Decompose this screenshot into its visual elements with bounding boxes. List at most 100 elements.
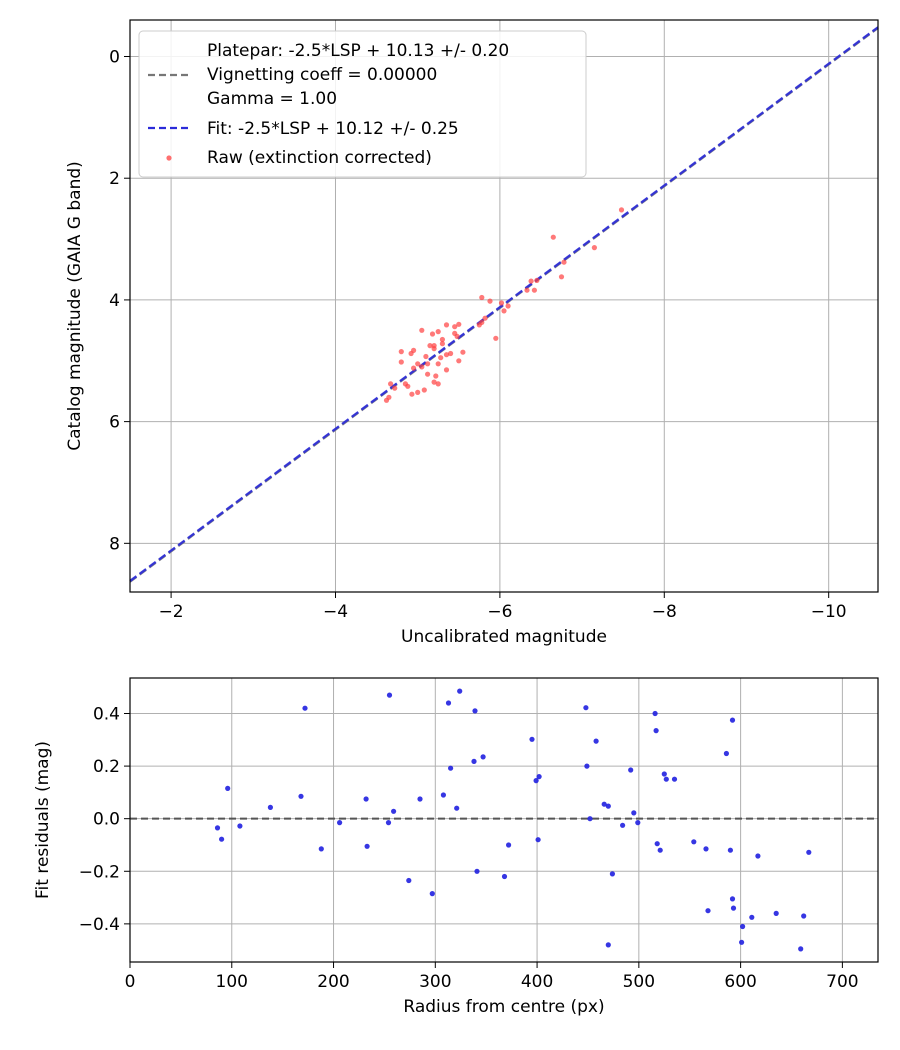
residual-point — [337, 820, 343, 826]
legend-fit-label: Fit: -2.5*LSP + 10.12 +/- 0.25 — [207, 119, 459, 139]
y-tick-label: 0 — [109, 48, 120, 68]
raw-star-point — [618, 207, 625, 213]
raw-star-point — [427, 343, 433, 349]
residual-point — [529, 736, 535, 742]
residual-point — [237, 823, 243, 829]
raw-star-point — [431, 343, 437, 349]
residual-point — [729, 896, 736, 902]
residual-point — [705, 908, 711, 914]
residual-point — [739, 939, 745, 945]
residual-point — [773, 910, 779, 917]
x-tick-label: −2 — [159, 602, 184, 622]
legend: Platepar: -2.5*LSP + 10.13 +/- 0.20 Vign… — [138, 30, 587, 178]
raw-star-point — [452, 324, 458, 330]
residual-point — [601, 801, 607, 807]
residual-point — [506, 842, 512, 848]
residual-point — [657, 847, 663, 853]
residual-point — [385, 820, 392, 826]
residual-point — [671, 776, 678, 782]
residual-point — [214, 825, 221, 831]
residual-point — [729, 717, 736, 723]
raw-star-point — [425, 361, 431, 367]
raw-star-point — [431, 379, 437, 385]
top-lines — [129, 26, 879, 583]
raw-star-point — [398, 349, 404, 355]
raw-star-point — [411, 365, 417, 371]
residual-point — [654, 841, 660, 847]
residual-point — [703, 846, 709, 852]
bottom-y-axis-label: Fit residuals (mag) — [33, 741, 53, 899]
residual-point — [480, 754, 486, 760]
residual-point — [298, 793, 304, 799]
residual-point — [652, 710, 658, 717]
raw-star-point — [423, 353, 429, 360]
residual-point — [471, 758, 477, 765]
raw-star-point — [482, 315, 488, 321]
raw-star-point — [479, 294, 485, 301]
residual-point — [535, 837, 541, 843]
raw-star-point — [531, 287, 538, 293]
legend-raw-swatch — [166, 155, 172, 161]
legend-vignetting-label: Vignetting coeff = 0.00000 — [207, 65, 437, 85]
residual-point — [635, 820, 641, 826]
residual-point — [663, 776, 669, 782]
residual-point — [457, 688, 463, 694]
legend-box — [138, 30, 587, 178]
top-y-ticks: 0 2 4 6 8 — [109, 48, 130, 554]
residual-point — [536, 774, 542, 780]
top-x-axis-label: Uncalibrated magnitude — [401, 627, 607, 647]
raw-star-point — [409, 391, 415, 397]
raw-star-point — [493, 335, 499, 341]
residual-point — [749, 914, 755, 920]
raw-star-point — [534, 277, 540, 283]
residual-point — [363, 796, 369, 802]
raw-star-point — [415, 389, 421, 395]
x-tick-label: 300 — [419, 972, 451, 992]
x-tick-label: −10 — [811, 602, 847, 622]
residual-point — [391, 808, 397, 814]
residual-point — [445, 700, 452, 706]
raw-star-point — [435, 361, 441, 367]
raw-star-point — [460, 349, 466, 355]
raw-star-point — [439, 341, 445, 347]
y-tick-label: −0.2 — [79, 862, 120, 882]
residual-point — [454, 805, 460, 811]
top-axes-frame — [129, 19, 879, 593]
residual-point — [609, 871, 616, 877]
residual-point — [661, 771, 667, 777]
raw-star-point — [498, 300, 505, 306]
raw-star-point — [415, 361, 421, 367]
raw-star-point — [419, 364, 425, 370]
x-tick-label: 0 — [125, 972, 136, 992]
raw-star-point — [438, 355, 444, 361]
residual-point — [225, 785, 231, 792]
residual-point — [318, 846, 324, 852]
raw-star-point — [443, 352, 450, 358]
x-tick-label: 600 — [724, 972, 756, 992]
residual-point — [448, 765, 454, 771]
residual-point — [605, 942, 611, 948]
raw-star-point — [452, 330, 458, 336]
raw-star-point — [435, 381, 441, 387]
raw-star-point — [408, 350, 414, 357]
residual-point — [429, 891, 435, 897]
y-tick-label: 2 — [109, 169, 120, 189]
residual-point — [587, 816, 593, 822]
top-y-axis-label: Catalog magnitude (GAIA G band) — [65, 161, 85, 451]
residual-point — [302, 705, 308, 711]
raw-star-point — [448, 350, 454, 357]
raw-star-point — [388, 381, 394, 387]
legend-gamma-label: Gamma = 1.00 — [207, 89, 337, 109]
raw-star-point — [419, 327, 425, 333]
bottom-x-axis-label: Radius from centre (px) — [403, 997, 604, 1017]
raw-star-point — [383, 397, 390, 403]
raw-star-point — [421, 387, 427, 393]
residual-point — [267, 804, 273, 811]
residual-point — [386, 692, 393, 698]
raw-star-point — [487, 298, 493, 304]
raw-star-point — [439, 336, 445, 343]
x-tick-label: −8 — [652, 602, 677, 622]
y-tick-label: 8 — [109, 534, 120, 554]
y-tick-label: 4 — [109, 291, 120, 311]
residual-point — [798, 946, 804, 952]
